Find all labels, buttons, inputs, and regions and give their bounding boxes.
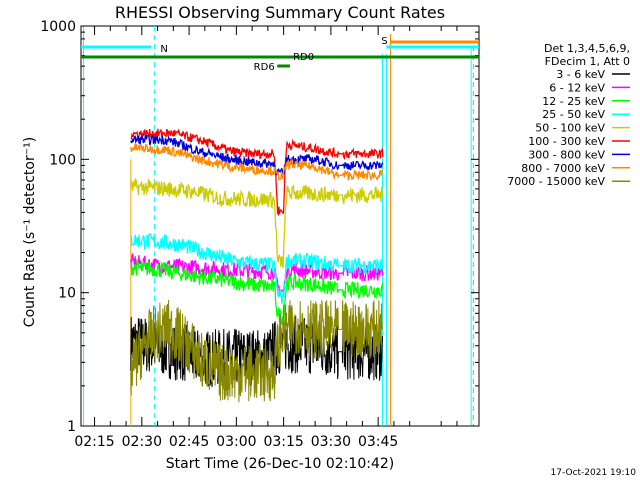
legend-header: FDecim 1, Att 0 [545,55,630,68]
y-tick-label: 100 [49,152,76,168]
legend-entry-label: 25 - 50 keV [542,108,605,121]
y-tick-label: 1 [67,419,76,435]
y-tick-label: 10 [58,286,76,302]
y-tick-label: 1000 [40,19,76,35]
series-line [130,233,384,305]
rd0-label: RD0 [293,52,314,63]
series-line [130,177,384,268]
x-tick-label: 03:45 [358,434,398,450]
x-tick-label: 02:45 [169,434,209,450]
legend-entry-label: 300 - 800 keV [528,148,605,161]
x-axis-label: Start Time (26-Dec-10 02:10:42) [166,456,394,472]
legend-entry-label: 50 - 100 keV [535,122,605,135]
footer-date: 17-Oct-2021 19:10 [551,468,637,478]
plot-frame [80,25,480,427]
legend-entry-label: 3 - 6 keV [556,68,605,81]
saa-label: S [381,36,387,47]
y-axis-label: Count Rate (s⁻¹ detector⁻¹) [22,137,38,327]
series-group [130,128,384,403]
series-line [130,143,384,182]
legend-entry-label: 6 - 12 keV [549,81,605,94]
x-tick-label: 03:00 [216,434,256,450]
series-line [130,258,384,326]
axes: 1 10 100 1000 02:15 02:30 02:45 03:00 03:15 03:30… [40,19,479,450]
legend-header: Det 1,3,4,5,6,9, [544,42,630,55]
x-tick-label: 03:15 [263,434,303,450]
series-line [130,133,384,177]
chart-title: RHESSI Observing Summary Count Rates [115,3,445,22]
series-line [130,299,384,403]
legend-entry-label: 100 - 300 keV [528,135,605,148]
legend-entry-label: 800 - 7000 keV [521,162,605,175]
annotations: N RD0 RD6 S [81,36,479,73]
rd6-label: RD6 [254,62,275,73]
night-label: N [160,44,167,55]
series-line [130,128,384,217]
legend-entry-label: 7000 - 15000 keV [507,175,605,188]
x-tick-label: 02:30 [122,434,162,450]
x-tick-label: 02:15 [74,434,114,450]
series-line [130,252,384,297]
x-tick-label: 03:30 [311,434,351,450]
legend: Det 1,3,4,5,6,9,FDecim 1, Att 03 - 6 keV… [507,42,630,188]
plot-area [80,25,480,427]
legend-entry-label: 12 - 25 keV [542,95,605,108]
